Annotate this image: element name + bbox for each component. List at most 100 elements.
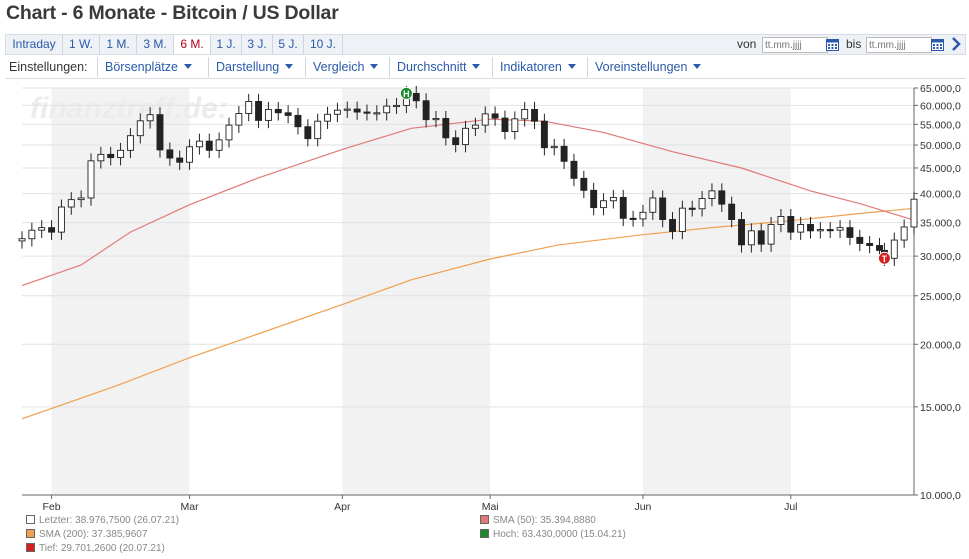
candle [471,124,479,129]
from-label: von [737,37,757,51]
settings-dropdown-label: Darstellung [216,60,280,74]
candle [412,92,420,102]
settings-dropdown[interactable]: Durchschnitt [389,57,492,77]
low-marker: T [877,251,891,265]
to-label: bis [846,37,862,51]
legend-swatch [480,514,489,524]
candle [57,206,65,233]
candle [176,157,184,163]
period-button[interactable]: 6 M. [174,35,211,54]
candle [757,230,765,245]
settings-bar: Einstellungen: Börsenplätze Darstellung Ve… [5,57,966,79]
candle [728,203,736,220]
y-tick-label: 55.000,0 [920,119,961,131]
legend-text: Tief: 29.701,2600 (20.07.21) [39,543,165,554]
candle [846,227,854,238]
candle [550,145,558,149]
candle [698,198,706,210]
x-tick-label: Jun [634,501,651,513]
candle [383,105,391,114]
y-tick-label: 30.000,0 [920,251,961,263]
candle [910,198,918,228]
settings-dropdown[interactable]: Darstellung [208,57,305,77]
candle [87,160,95,199]
candle [491,113,499,119]
period-button[interactable]: 3 J. [242,35,273,54]
chevron-right-icon[interactable] [949,36,963,52]
settings-dropdown[interactable]: Vergleich [305,57,389,77]
settings-dropdown-label: Voreinstellungen [595,60,688,74]
y-tick-label: 40.000,0 [920,189,961,201]
candle [107,153,115,159]
candle [432,118,440,121]
legend-item: Letzter: 38.976,7500 (26.07.21) [26,514,180,526]
candle [738,219,745,246]
legend-swatch [26,542,35,552]
candle [333,109,341,115]
candle [166,149,174,159]
x-tick-label: Apr [334,501,351,513]
period-button[interactable]: 10 J. [304,35,343,54]
period-button[interactable]: 1 M. [100,35,137,54]
candle [866,243,874,246]
settings-dropdown[interactable]: Indikatoren [492,57,587,77]
settings-dropdown[interactable]: Börsenplätze [97,57,208,77]
candle [816,229,824,232]
from-date-input[interactable] [762,37,828,53]
y-tick-label: 35.000,0 [920,218,961,230]
candle [797,224,805,233]
candle [156,114,164,151]
candle [836,227,844,231]
legend-item: Hoch: 63.430,0000 (15.04.21) [480,528,626,540]
period-button[interactable]: Intraday [6,35,63,54]
candle [521,108,529,120]
candle [481,113,489,126]
candle [511,118,519,133]
settings-label: Einstellungen: [9,60,88,74]
low-marker-label: T [882,254,888,264]
candle [531,108,538,122]
caret-down-icon [285,64,294,70]
candle [452,137,460,146]
candle [876,245,883,251]
legend-item: Tief: 29.701,2600 (20.07.21) [26,542,165,554]
candle [890,239,898,259]
legend-swatch [480,528,489,538]
settings-dropdown[interactable]: Voreinstellungen [587,57,711,77]
candle [393,104,400,108]
candle [136,120,144,137]
x-tick-label: Mai [482,501,499,513]
settings-dropdown-label: Börsenplätze [105,60,178,74]
period-button[interactable]: 1 W. [63,35,100,54]
legend-text: SMA (200): 37.385,9607 [39,529,148,540]
period-button[interactable]: 1 J. [211,35,242,54]
caret-down-icon [693,64,702,70]
period-button[interactable]: 3 M. [137,35,174,54]
period-button[interactable]: 5 J. [273,35,304,54]
to-date-input[interactable] [866,37,932,53]
candle [767,224,775,245]
candle [570,160,578,179]
candle [314,120,322,140]
calendar-icon[interactable] [826,38,839,51]
legend-text: SMA (50): 35.394,8880 [493,515,596,526]
candle [649,197,657,213]
candle [245,101,253,114]
candle [225,124,233,141]
candle [215,139,223,151]
x-tick-label: Jul [784,501,797,513]
candle [195,140,203,148]
candle [787,216,795,233]
price-chart: finanztreff.de: 65.000,0 60.000,0 55.000,0 5… [18,83,961,513]
candle [540,120,548,149]
legend-text: Letzter: 38.976,7500 (26.07.21) [39,515,180,526]
candle [205,140,213,151]
legend-item: SMA (50): 35.394,8880 [480,514,596,526]
sma50-line [21,118,915,287]
page-title: Chart - 6 Monate - Bitcoin / US Dollar [6,2,339,24]
candle [255,101,263,121]
candle [462,127,469,146]
candle [274,108,282,114]
candle [28,229,36,240]
calendar-icon[interactable] [931,38,944,51]
